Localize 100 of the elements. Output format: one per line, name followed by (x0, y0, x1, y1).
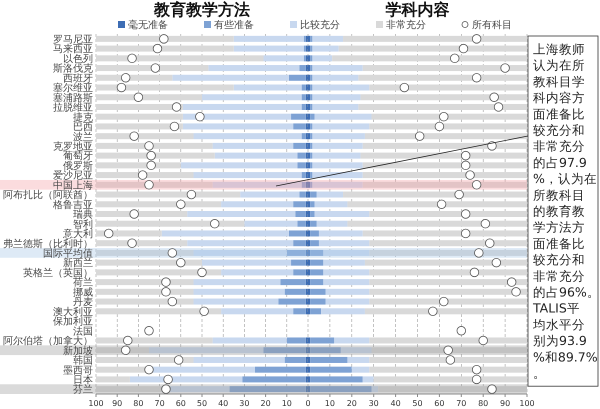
bar (96, 36, 234, 42)
bar (96, 356, 194, 363)
bar (96, 260, 202, 266)
bar (182, 114, 292, 120)
point (168, 248, 178, 258)
bar (96, 94, 202, 100)
bar (230, 386, 306, 392)
y-tick-label: 芬兰 (73, 384, 93, 396)
point (414, 131, 424, 141)
bar (96, 182, 213, 188)
point (439, 296, 448, 306)
point (472, 374, 482, 384)
y-tick-label: 以色列 (63, 52, 93, 65)
bar (369, 366, 527, 373)
bar (221, 201, 294, 208)
bar (278, 298, 306, 305)
bar (280, 279, 306, 286)
bar (291, 114, 306, 120)
bar (194, 172, 302, 178)
bar (310, 308, 322, 314)
bar (286, 337, 306, 344)
point (472, 364, 482, 374)
y-tick-label: 中国上海 (53, 179, 93, 192)
y-tick-label: 捷克 (73, 111, 93, 124)
point (176, 258, 186, 268)
y-tick-label: 瑞典 (73, 208, 93, 221)
bar (96, 142, 213, 149)
point (478, 336, 488, 346)
bar (310, 279, 324, 286)
point (506, 277, 516, 287)
legend-label: 有些准备 (214, 19, 254, 31)
point (159, 34, 169, 44)
bar (364, 133, 527, 140)
bar (291, 260, 306, 266)
bar (318, 230, 363, 236)
point (120, 73, 130, 82)
bar (302, 182, 306, 188)
bar (302, 133, 306, 140)
bar (369, 250, 527, 256)
point (174, 355, 184, 365)
bar (312, 152, 361, 159)
chart-title: 学科内容 (386, 0, 450, 19)
bar (96, 269, 222, 276)
point (489, 92, 499, 102)
point (492, 258, 502, 268)
bar (347, 356, 370, 363)
bar (300, 192, 306, 198)
bar (96, 65, 208, 72)
bar (96, 123, 183, 130)
bar (334, 337, 370, 344)
point (460, 228, 470, 238)
bar (323, 260, 365, 266)
bar (310, 114, 315, 120)
bar (347, 220, 527, 227)
point (472, 34, 482, 44)
bar (312, 123, 370, 130)
bar (293, 240, 306, 246)
point (500, 63, 510, 73)
bar (340, 347, 372, 354)
point (480, 219, 490, 228)
point (460, 160, 470, 170)
bar (326, 288, 370, 295)
bar (96, 133, 194, 140)
bar (288, 74, 306, 81)
bar (96, 201, 222, 208)
point (454, 190, 464, 200)
x-tick-label: 50 (412, 399, 423, 408)
point (116, 82, 126, 92)
bar (312, 84, 370, 91)
bar (293, 308, 306, 314)
bar (293, 123, 306, 130)
bar (323, 269, 370, 276)
x-tick-label: 80 (133, 399, 144, 408)
bar (96, 337, 213, 344)
bar (362, 65, 527, 72)
bar (369, 279, 527, 286)
point (460, 150, 470, 160)
bar (194, 279, 280, 286)
bar (362, 172, 527, 178)
bar (358, 74, 527, 81)
bar (310, 337, 334, 344)
bar (338, 46, 527, 52)
point (446, 355, 456, 365)
bar (369, 337, 527, 344)
bar (310, 250, 324, 256)
bar (212, 337, 287, 344)
bar (194, 250, 287, 256)
point (176, 200, 186, 209)
bar (310, 230, 319, 236)
bar (360, 94, 527, 100)
x-tick-label: 90 (500, 399, 510, 408)
y-tick-label: 弗兰德斯（比利时） (3, 238, 93, 250)
bar (323, 279, 370, 286)
bar (297, 220, 306, 227)
bar (310, 210, 315, 218)
bar (310, 269, 324, 276)
point (195, 112, 205, 122)
point (144, 364, 154, 374)
y-tick-label: 爱沙尼亚 (53, 170, 93, 182)
bar (369, 269, 527, 276)
